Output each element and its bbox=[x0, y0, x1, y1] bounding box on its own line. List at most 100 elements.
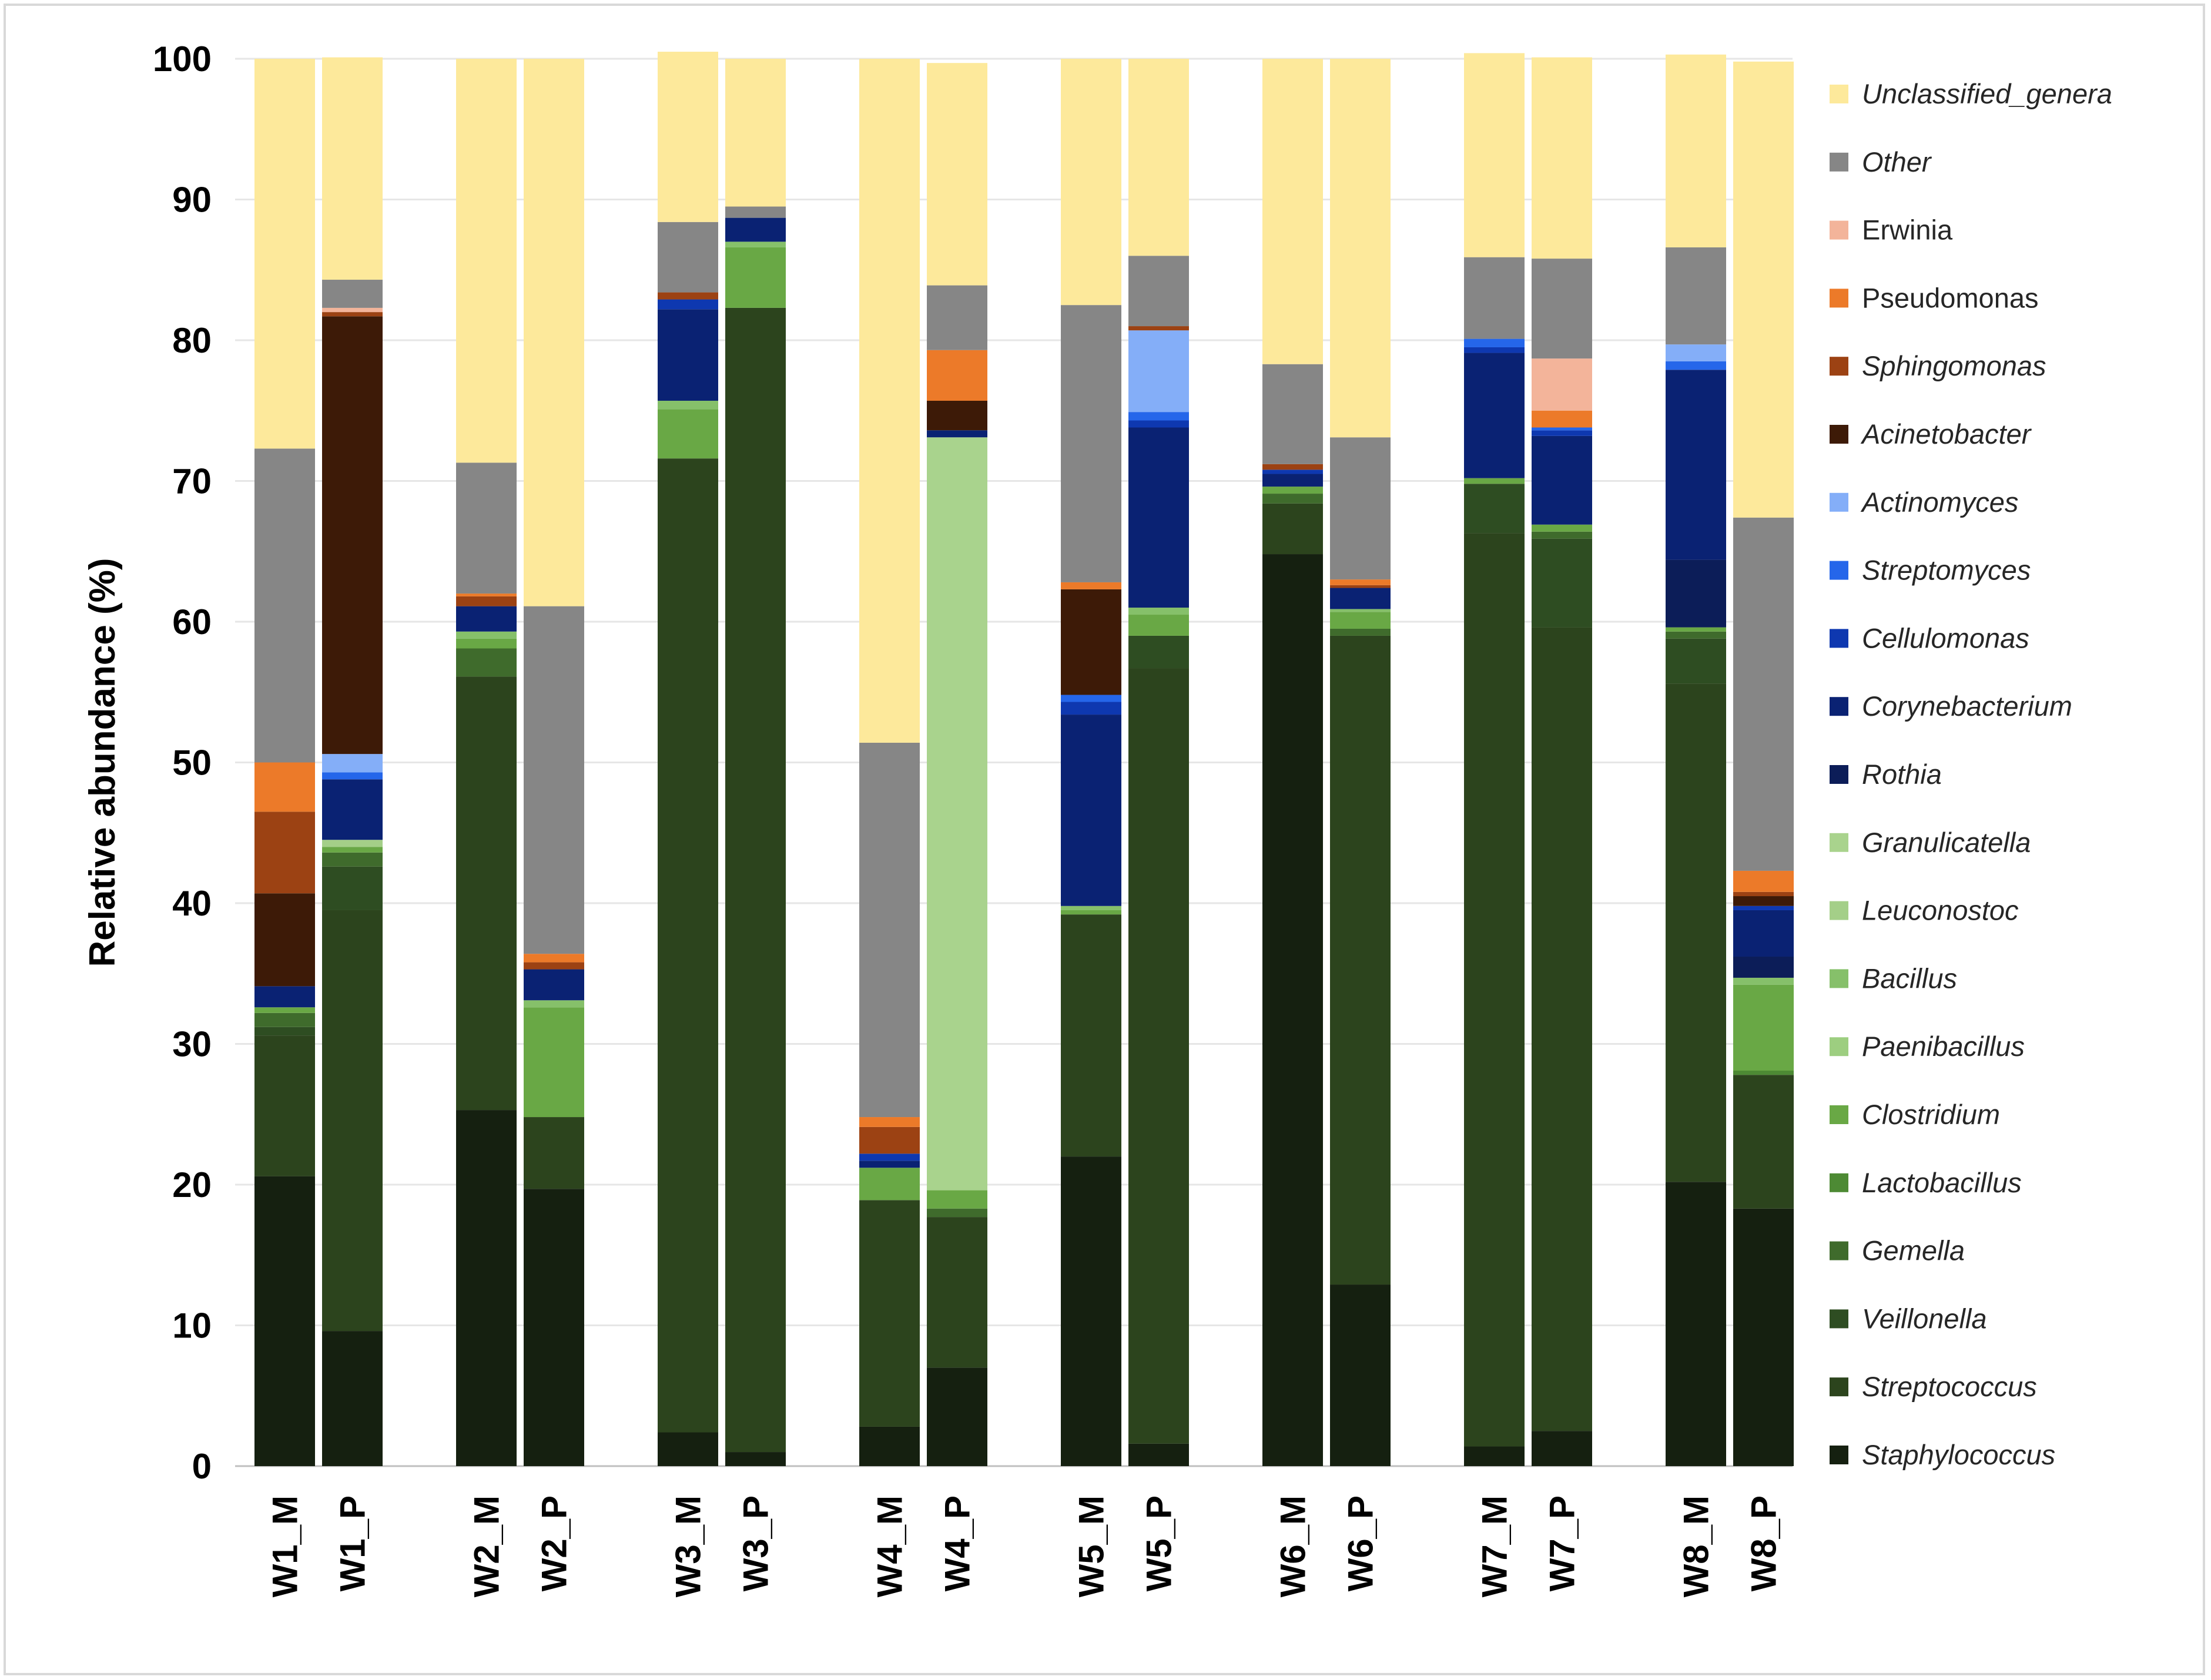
bar-segment bbox=[1464, 353, 1525, 478]
bar-segment bbox=[1262, 464, 1323, 470]
bar-segment bbox=[1532, 524, 1592, 532]
legend-item: Acinetobacter bbox=[1830, 418, 2032, 450]
legend-swatch bbox=[1830, 1173, 1848, 1192]
bar-segment bbox=[1262, 470, 1323, 474]
bar-segment bbox=[1061, 715, 1121, 906]
bar-segment bbox=[1128, 427, 1189, 608]
bar-segment bbox=[1666, 247, 1726, 345]
bar-segment bbox=[322, 754, 383, 773]
bar-segment bbox=[725, 1452, 786, 1466]
bar-segment bbox=[1262, 364, 1323, 464]
bar-segment bbox=[1128, 420, 1189, 428]
y-tick-label: 100 bbox=[153, 39, 212, 79]
bar-segment bbox=[927, 1217, 987, 1368]
bar-stack bbox=[1330, 59, 1391, 1466]
bar-segment bbox=[1532, 627, 1592, 1431]
bar-segment bbox=[1733, 957, 1794, 978]
legend-item: Pseudomonas bbox=[1830, 282, 2038, 313]
bar-segment bbox=[1128, 59, 1189, 256]
legend-label: Bacillus bbox=[1862, 963, 1957, 994]
x-tick-label: W2_P bbox=[535, 1495, 574, 1591]
x-tick-label: W4_M bbox=[870, 1495, 910, 1597]
bar-stack bbox=[1733, 61, 1794, 1466]
bar-segment bbox=[456, 59, 517, 463]
legend-swatch bbox=[1830, 289, 1848, 308]
bar-segment bbox=[859, 1153, 920, 1161]
legend-item: Sphingomonas bbox=[1830, 350, 2046, 381]
bar-segment bbox=[524, 954, 584, 963]
y-tick-label: 60 bbox=[172, 602, 212, 642]
bar-segment bbox=[1464, 257, 1525, 339]
bar-segment bbox=[927, 400, 987, 431]
bar-segment bbox=[1532, 427, 1592, 431]
bar-segment bbox=[1464, 53, 1525, 257]
legend-label: Granulicatella bbox=[1862, 827, 2031, 858]
bar-segment bbox=[1532, 435, 1592, 525]
legend-item: Leuconostoc bbox=[1830, 895, 2019, 926]
legend-swatch bbox=[1830, 561, 1848, 580]
bar-segment bbox=[859, 1168, 920, 1201]
bar-segment bbox=[322, 866, 383, 910]
bar-segment bbox=[456, 593, 517, 596]
bar-segment bbox=[725, 307, 786, 1453]
bar-segment bbox=[1532, 430, 1592, 436]
y-tick-label: 80 bbox=[172, 321, 212, 360]
bar-segment bbox=[1330, 635, 1391, 1285]
bar-segment bbox=[456, 638, 517, 649]
legend-swatch bbox=[1830, 425, 1848, 444]
bar-segment bbox=[1330, 628, 1391, 636]
bar-segment bbox=[254, 812, 315, 894]
bar-segment bbox=[1128, 635, 1189, 669]
bar-segment bbox=[322, 779, 383, 840]
bar-segment bbox=[725, 247, 786, 308]
bar-segment bbox=[524, 606, 584, 954]
bar-segment bbox=[1128, 412, 1189, 421]
chart-frame bbox=[4, 4, 2205, 1675]
bar-segment bbox=[658, 400, 718, 410]
bar-segment bbox=[1262, 503, 1323, 555]
bar-segment bbox=[322, 1331, 383, 1466]
bar-segment bbox=[1464, 484, 1525, 534]
bar-segment bbox=[658, 52, 718, 222]
bar-segment bbox=[456, 596, 517, 606]
bar-segment bbox=[322, 910, 383, 1332]
bar-segment bbox=[524, 59, 584, 606]
bar-segment bbox=[1464, 478, 1525, 484]
bar-segment bbox=[927, 1367, 987, 1466]
bar-stack bbox=[927, 63, 987, 1466]
x-tick-label: W4_P bbox=[938, 1495, 977, 1591]
bar-segment bbox=[658, 1432, 718, 1466]
bar-segment bbox=[1733, 1075, 1794, 1209]
legend-label: Cellulomonas bbox=[1862, 622, 2029, 653]
bar-segment bbox=[254, 893, 315, 987]
bar-segment bbox=[1330, 609, 1391, 612]
bar-segment bbox=[658, 299, 718, 310]
bar-segment bbox=[1464, 1446, 1525, 1466]
x-tick-label: W6_M bbox=[1274, 1495, 1313, 1597]
bar-segment bbox=[927, 63, 987, 286]
bar-segment bbox=[725, 242, 786, 247]
legend-label: Acinetobacter bbox=[1860, 418, 2032, 450]
legend-swatch bbox=[1830, 765, 1848, 784]
bar-segment bbox=[1061, 906, 1121, 910]
bar-segment bbox=[1733, 977, 1794, 985]
bar-segment bbox=[1532, 531, 1592, 539]
legend-label: Sphingomonas bbox=[1862, 350, 2046, 381]
axes: Relative abundance (%) 0 10 20 30 40 50 60 70 80… bbox=[82, 39, 1784, 1597]
bar-segment bbox=[1262, 487, 1323, 494]
bar-segment bbox=[859, 1126, 920, 1154]
legend-swatch bbox=[1830, 629, 1848, 648]
bar-segment bbox=[254, 1007, 315, 1013]
bar-segment bbox=[1061, 1156, 1121, 1466]
bar-segment bbox=[725, 206, 786, 218]
bar-segment bbox=[1733, 896, 1794, 906]
bar-stack bbox=[1532, 57, 1592, 1466]
legend-swatch bbox=[1830, 85, 1848, 103]
legend-label: Corynebacterium bbox=[1862, 690, 2072, 722]
bar-segment bbox=[859, 59, 920, 743]
legend-label: Pseudomonas bbox=[1862, 282, 2038, 313]
legend-swatch bbox=[1830, 1446, 1848, 1464]
y-tick-label: 0 bbox=[192, 1447, 212, 1486]
legend-item: Unclassified_genera bbox=[1830, 78, 2112, 109]
legend-label: Veillonella bbox=[1862, 1303, 1987, 1334]
